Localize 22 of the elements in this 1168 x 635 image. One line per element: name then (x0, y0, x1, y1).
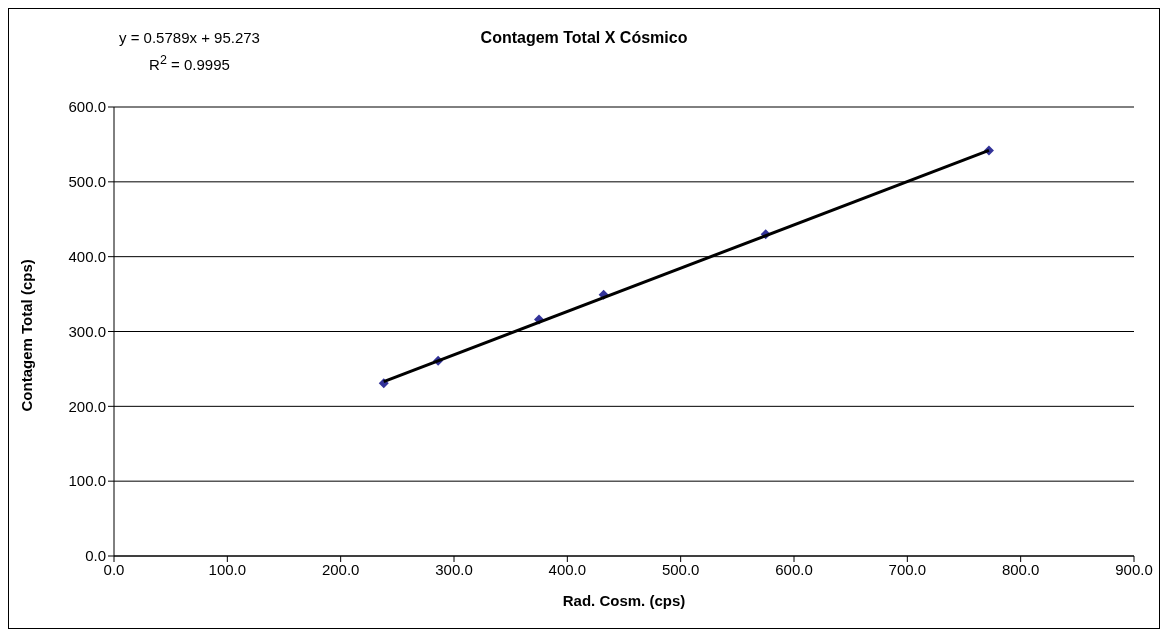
text: y = 0.5789x + 95.273 (119, 28, 260, 48)
x-tick-label: 100.0 (208, 560, 247, 578)
x-tick-label: 200.0 (321, 560, 360, 578)
y-tick-label: 0.0 (85, 547, 106, 565)
y-tick-label: 500.0 (68, 173, 106, 191)
y-tick-label: 200.0 (68, 397, 106, 415)
x-tick-label: 900.0 (1115, 560, 1153, 578)
x-tick-label: 0.0 (103, 560, 125, 578)
y-tick-label: 100.0 (68, 472, 106, 490)
chart-title: Contagem Total X Cósmico (480, 29, 688, 46)
x-tick-label: 700.0 (888, 560, 927, 578)
x-axis-title: Rad. Cosm. (cps) (562, 592, 686, 609)
y-tick-label: 400.0 (68, 247, 106, 265)
x-tick-label: 800.0 (1001, 560, 1040, 578)
x-tick-label: 500.0 (661, 560, 700, 578)
text: R$^{2}$ = 0.9995 (148, 52, 231, 75)
x-tick-label: 300.0 (435, 560, 473, 578)
x-tick-label: 600.0 (775, 560, 813, 578)
y-tick-label: 300.0 (68, 322, 106, 340)
y-axis-title: Contagem Total (cps) (18, 259, 36, 412)
x-tick-label: 400.0 (548, 560, 587, 578)
y-tick-label: 600.0 (68, 98, 106, 116)
